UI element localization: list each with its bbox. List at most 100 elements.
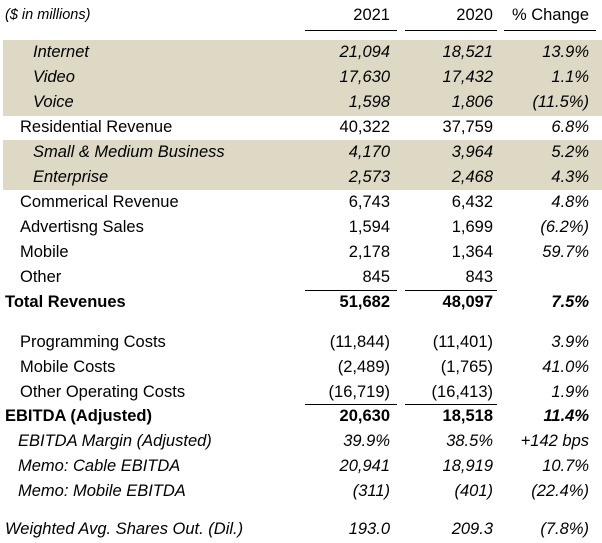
value-2020: (16,413) — [431, 383, 493, 401]
value-2021: 20,941 — [339, 457, 390, 475]
table-row-enterprise: Enterprise 2,573 2,468 4.3% — [0, 165, 602, 190]
value-2020: (401) — [454, 482, 493, 500]
table-row-ebitda-adjusted: EBITDA (Adjusted) 20,630 18,518 11.4% — [0, 404, 602, 429]
value-change: (7.8%) — [540, 520, 589, 538]
value-change: (22.4%) — [531, 482, 589, 500]
value-change: 41.0% — [542, 358, 589, 376]
table-row-total-revenues: Total Revenues 51,682 48,097 7.5% — [0, 290, 602, 315]
value-change: 4.3% — [551, 168, 589, 186]
row-label: Mobile — [20, 243, 69, 261]
shaded-band-commercial — [3, 140, 602, 190]
table-row-advertising-sales: Advertisng Sales 1,594 1,699 (6.2%) — [0, 215, 602, 240]
value-2020: 18,521 — [442, 43, 493, 61]
value-2021: 845 — [362, 268, 390, 286]
row-label: Video — [33, 68, 75, 86]
value-2021: 1,594 — [348, 218, 390, 236]
units-label: ($ in millions) — [5, 7, 91, 23]
value-2020: (1,765) — [440, 358, 493, 376]
row-label: Other — [20, 268, 62, 286]
header-2020: 2020 — [456, 6, 493, 24]
value-2020: 209.3 — [451, 520, 493, 538]
row-label: Small & Medium Business — [33, 143, 225, 161]
value-2020: (11,401) — [432, 333, 493, 351]
header-pct-change: % Change — [511, 6, 589, 24]
value-change: 10.7% — [542, 457, 589, 475]
value-2020: 3,964 — [451, 143, 493, 161]
value-2020: 6,432 — [451, 193, 493, 211]
table-row-ebitda-margin: EBITDA Margin (Adjusted) 39.9% 38.5% +14… — [0, 429, 602, 454]
value-2020: 17,432 — [442, 68, 493, 86]
header-row: ($ in millions) 2021 2020 % Change — [0, 3, 602, 28]
value-2021: 1,598 — [348, 93, 390, 111]
row-label: Residential Revenue — [20, 118, 173, 136]
value-change: (6.2%) — [540, 218, 589, 236]
value-2021: 51,682 — [339, 293, 390, 311]
value-change: 13.9% — [542, 43, 589, 61]
value-2021: 39.9% — [343, 432, 390, 450]
value-change: 6.8% — [551, 118, 589, 136]
total-revenues-rule-2020 — [405, 290, 497, 291]
table-row-voice: Voice 1,598 1,806 (11.5%) — [0, 90, 602, 115]
value-2021: 21,094 — [339, 43, 390, 61]
total-revenues-rule-2021 — [305, 290, 397, 291]
value-2021: (11,844) — [329, 333, 390, 351]
value-2020: 2,468 — [451, 168, 493, 186]
shaded-band-residential — [3, 40, 602, 116]
row-label: Internet — [33, 43, 89, 61]
value-change: 5.2% — [551, 143, 589, 161]
value-2020: 1,699 — [451, 218, 493, 236]
value-2021: 40,322 — [339, 118, 390, 136]
row-label: Memo: Mobile EBITDA — [18, 482, 186, 500]
table-row-commercial-revenue: Commerical Revenue 6,743 6,432 4.8% — [0, 190, 602, 215]
value-2021: 193.0 — [348, 520, 390, 538]
value-2020: 48,097 — [442, 293, 493, 311]
row-label: Memo: Cable EBITDA — [18, 457, 181, 475]
ebitda-rule-2021 — [305, 404, 397, 405]
table-row-other-operating-costs: Other Operating Costs (16,719) (16,413) … — [0, 380, 602, 405]
value-change: 59.7% — [542, 243, 589, 261]
value-2021: 6,743 — [348, 193, 390, 211]
table-row-other: Other 845 843 — [0, 265, 602, 290]
row-label: Voice — [33, 93, 74, 111]
ebitda-rule-2020 — [405, 404, 497, 405]
value-2020: 37,759 — [442, 118, 493, 136]
header-2021: 2021 — [353, 6, 390, 24]
table-row-programming-costs: Programming Costs (11,844) (11,401) 3.9% — [0, 330, 602, 355]
value-2020: 18,518 — [442, 407, 493, 425]
row-label: EBITDA (Adjusted) — [5, 407, 152, 425]
value-2020: 18,919 — [442, 457, 493, 475]
value-change: 4.8% — [551, 193, 589, 211]
row-label: Total Revenues — [5, 293, 126, 311]
value-2021: 20,630 — [339, 407, 390, 425]
value-2020: 1,806 — [451, 93, 493, 111]
table-row-mobile: Mobile 2,178 1,364 59.7% — [0, 240, 602, 265]
value-2021: (16,719) — [328, 383, 390, 401]
value-2021: 17,630 — [339, 68, 390, 86]
value-2021: 2,573 — [348, 168, 390, 186]
value-2020: 38.5% — [446, 432, 493, 450]
header-underline-2020 — [405, 30, 497, 31]
value-change: 11.4% — [543, 407, 589, 425]
table-row-internet: Internet 21,094 18,521 13.9% — [0, 40, 602, 65]
table-row-smb: Small & Medium Business 4,170 3,964 5.2% — [0, 140, 602, 165]
value-2021: (311) — [352, 482, 390, 500]
row-label: Other Operating Costs — [20, 383, 186, 401]
value-2021: (2,489) — [337, 358, 390, 376]
value-change: 1.1% — [551, 68, 589, 86]
row-label: Mobile Costs — [20, 358, 116, 376]
table-row-residential-revenue: Residential Revenue 40,322 37,759 6.8% — [0, 115, 602, 140]
header-underline-2021 — [305, 30, 397, 31]
table-row-video: Video 17,630 17,432 1.1% — [0, 65, 602, 90]
row-label: Advertisng Sales — [20, 218, 144, 236]
value-2020: 843 — [465, 268, 493, 286]
table-row-weighted-avg-shares: Weighted Avg. Shares Out. (Dil.) 193.0 2… — [0, 517, 602, 542]
header-underline-change — [504, 30, 596, 31]
value-change: 3.9% — [551, 333, 589, 351]
row-label: Enterprise — [33, 168, 109, 186]
value-change: 7.5% — [551, 293, 589, 311]
row-label: Programming Costs — [20, 333, 166, 351]
row-label: EBITDA Margin (Adjusted) — [18, 432, 212, 450]
value-2021: 2,178 — [348, 243, 390, 261]
row-label: Weighted Avg. Shares Out. (Dil.) — [5, 520, 244, 538]
